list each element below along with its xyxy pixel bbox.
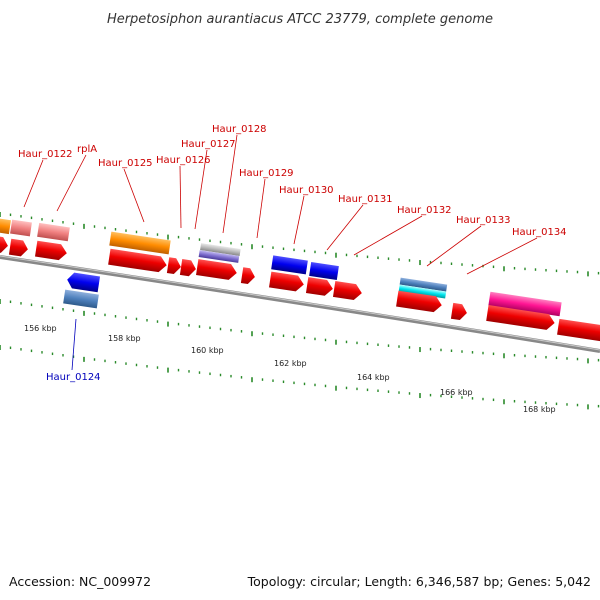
gene-features	[0, 217, 600, 342]
feature-orange-partial	[0, 217, 11, 235]
feature-steel-0133	[399, 277, 448, 292]
cds-arrow	[332, 281, 362, 300]
tick-label: 160 kbp	[191, 346, 224, 355]
cds-arrow	[557, 318, 600, 342]
gene-labels: Haur_0122 rplA Haur_0125 Haur_0126 Haur_…	[18, 124, 567, 383]
gene-label[interactable]: Haur_0132	[397, 205, 452, 216]
tick-labels: 156 kbp 158 kbp 160 kbp 162 kbp 164 kbp …	[24, 324, 556, 414]
feature-blue-0130	[271, 255, 308, 275]
cds-arrow	[166, 257, 181, 275]
feature-pink-0122	[10, 219, 32, 237]
accession-label: Accession: NC_009972	[9, 574, 151, 589]
tick-label: 158 kbp	[108, 334, 141, 343]
cds-arrow	[8, 238, 28, 257]
tick-label: 156 kbp	[24, 324, 57, 333]
cds-arrow	[0, 236, 8, 253]
cds-arrow	[486, 305, 555, 330]
gene-label[interactable]: Haur_0127	[181, 139, 236, 150]
cds-arrow	[179, 259, 196, 277]
gene-label[interactable]: Haur_0133	[456, 215, 511, 226]
gene-label[interactable]: Haur_0126	[156, 155, 211, 166]
feature-orange-0125	[109, 231, 171, 255]
cds-arrow	[305, 277, 333, 296]
feature-blue-0124	[67, 272, 101, 293]
cds-arrow	[196, 259, 237, 280]
feature-magenta-0134	[488, 291, 562, 317]
cds-arrow	[108, 248, 167, 273]
tick-marks	[0, 212, 600, 410]
gene-label[interactable]: Haur_0122	[18, 149, 73, 160]
tick-label: 164 kbp	[357, 373, 390, 382]
tick-label: 162 kbp	[274, 359, 307, 368]
feature-cyan-0133	[398, 284, 447, 299]
cds-arrow	[269, 271, 304, 292]
feature-purple-0127	[198, 250, 240, 263]
gene-label[interactable]: Haur_0124	[46, 372, 101, 383]
callout-lines	[23, 134, 538, 371]
gene-label[interactable]: Haur_0128	[212, 124, 267, 135]
cds-arrow	[396, 290, 442, 313]
feature-pink-rplA	[37, 222, 70, 242]
cds-arrow	[240, 267, 255, 285]
genome-backbone	[0, 255, 600, 353]
tick-label: 168 kbp	[523, 405, 556, 414]
gene-label[interactable]: Haur_0125	[98, 158, 153, 169]
genome-backbone-highlight	[0, 255, 600, 351]
gene-label[interactable]: Haur_0130	[279, 185, 334, 196]
map-title: Herpetosiphon aurantiacus ATCC 23779, co…	[107, 12, 493, 27]
tick-label: 166 kbp	[440, 388, 473, 397]
summary-label: Topology: circular; Length: 6,346,587 bp…	[247, 574, 591, 589]
cds-arrow	[450, 302, 467, 321]
feature-blue-0131	[309, 262, 339, 280]
gene-label[interactable]: Haur_0134	[512, 227, 567, 238]
gene-label[interactable]: rplA	[77, 144, 97, 155]
feature-steel-0124	[63, 289, 99, 309]
feature-grey-0127	[200, 243, 241, 256]
gene-label[interactable]: Haur_0131	[338, 194, 393, 205]
gene-label[interactable]: Haur_0129	[239, 168, 294, 179]
cds-arrow	[34, 240, 67, 261]
